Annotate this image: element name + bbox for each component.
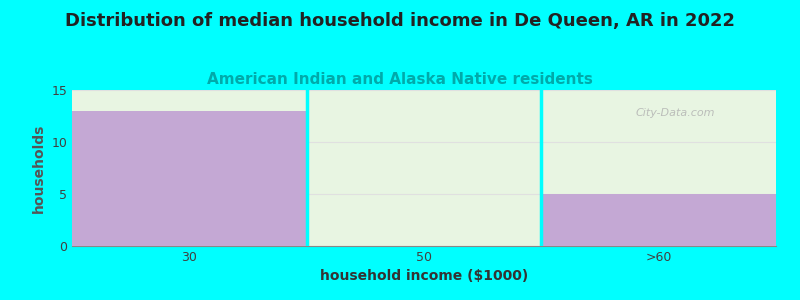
Y-axis label: households: households [32, 123, 46, 213]
Bar [542, 194, 776, 246]
Text: American Indian and Alaska Native residents: American Indian and Alaska Native reside… [207, 72, 593, 87]
Text: City-Data.com: City-Data.com [635, 108, 714, 118]
Bar [72, 111, 306, 246]
Text: Distribution of median household income in De Queen, AR in 2022: Distribution of median household income … [65, 12, 735, 30]
X-axis label: household income ($1000): household income ($1000) [320, 269, 528, 284]
